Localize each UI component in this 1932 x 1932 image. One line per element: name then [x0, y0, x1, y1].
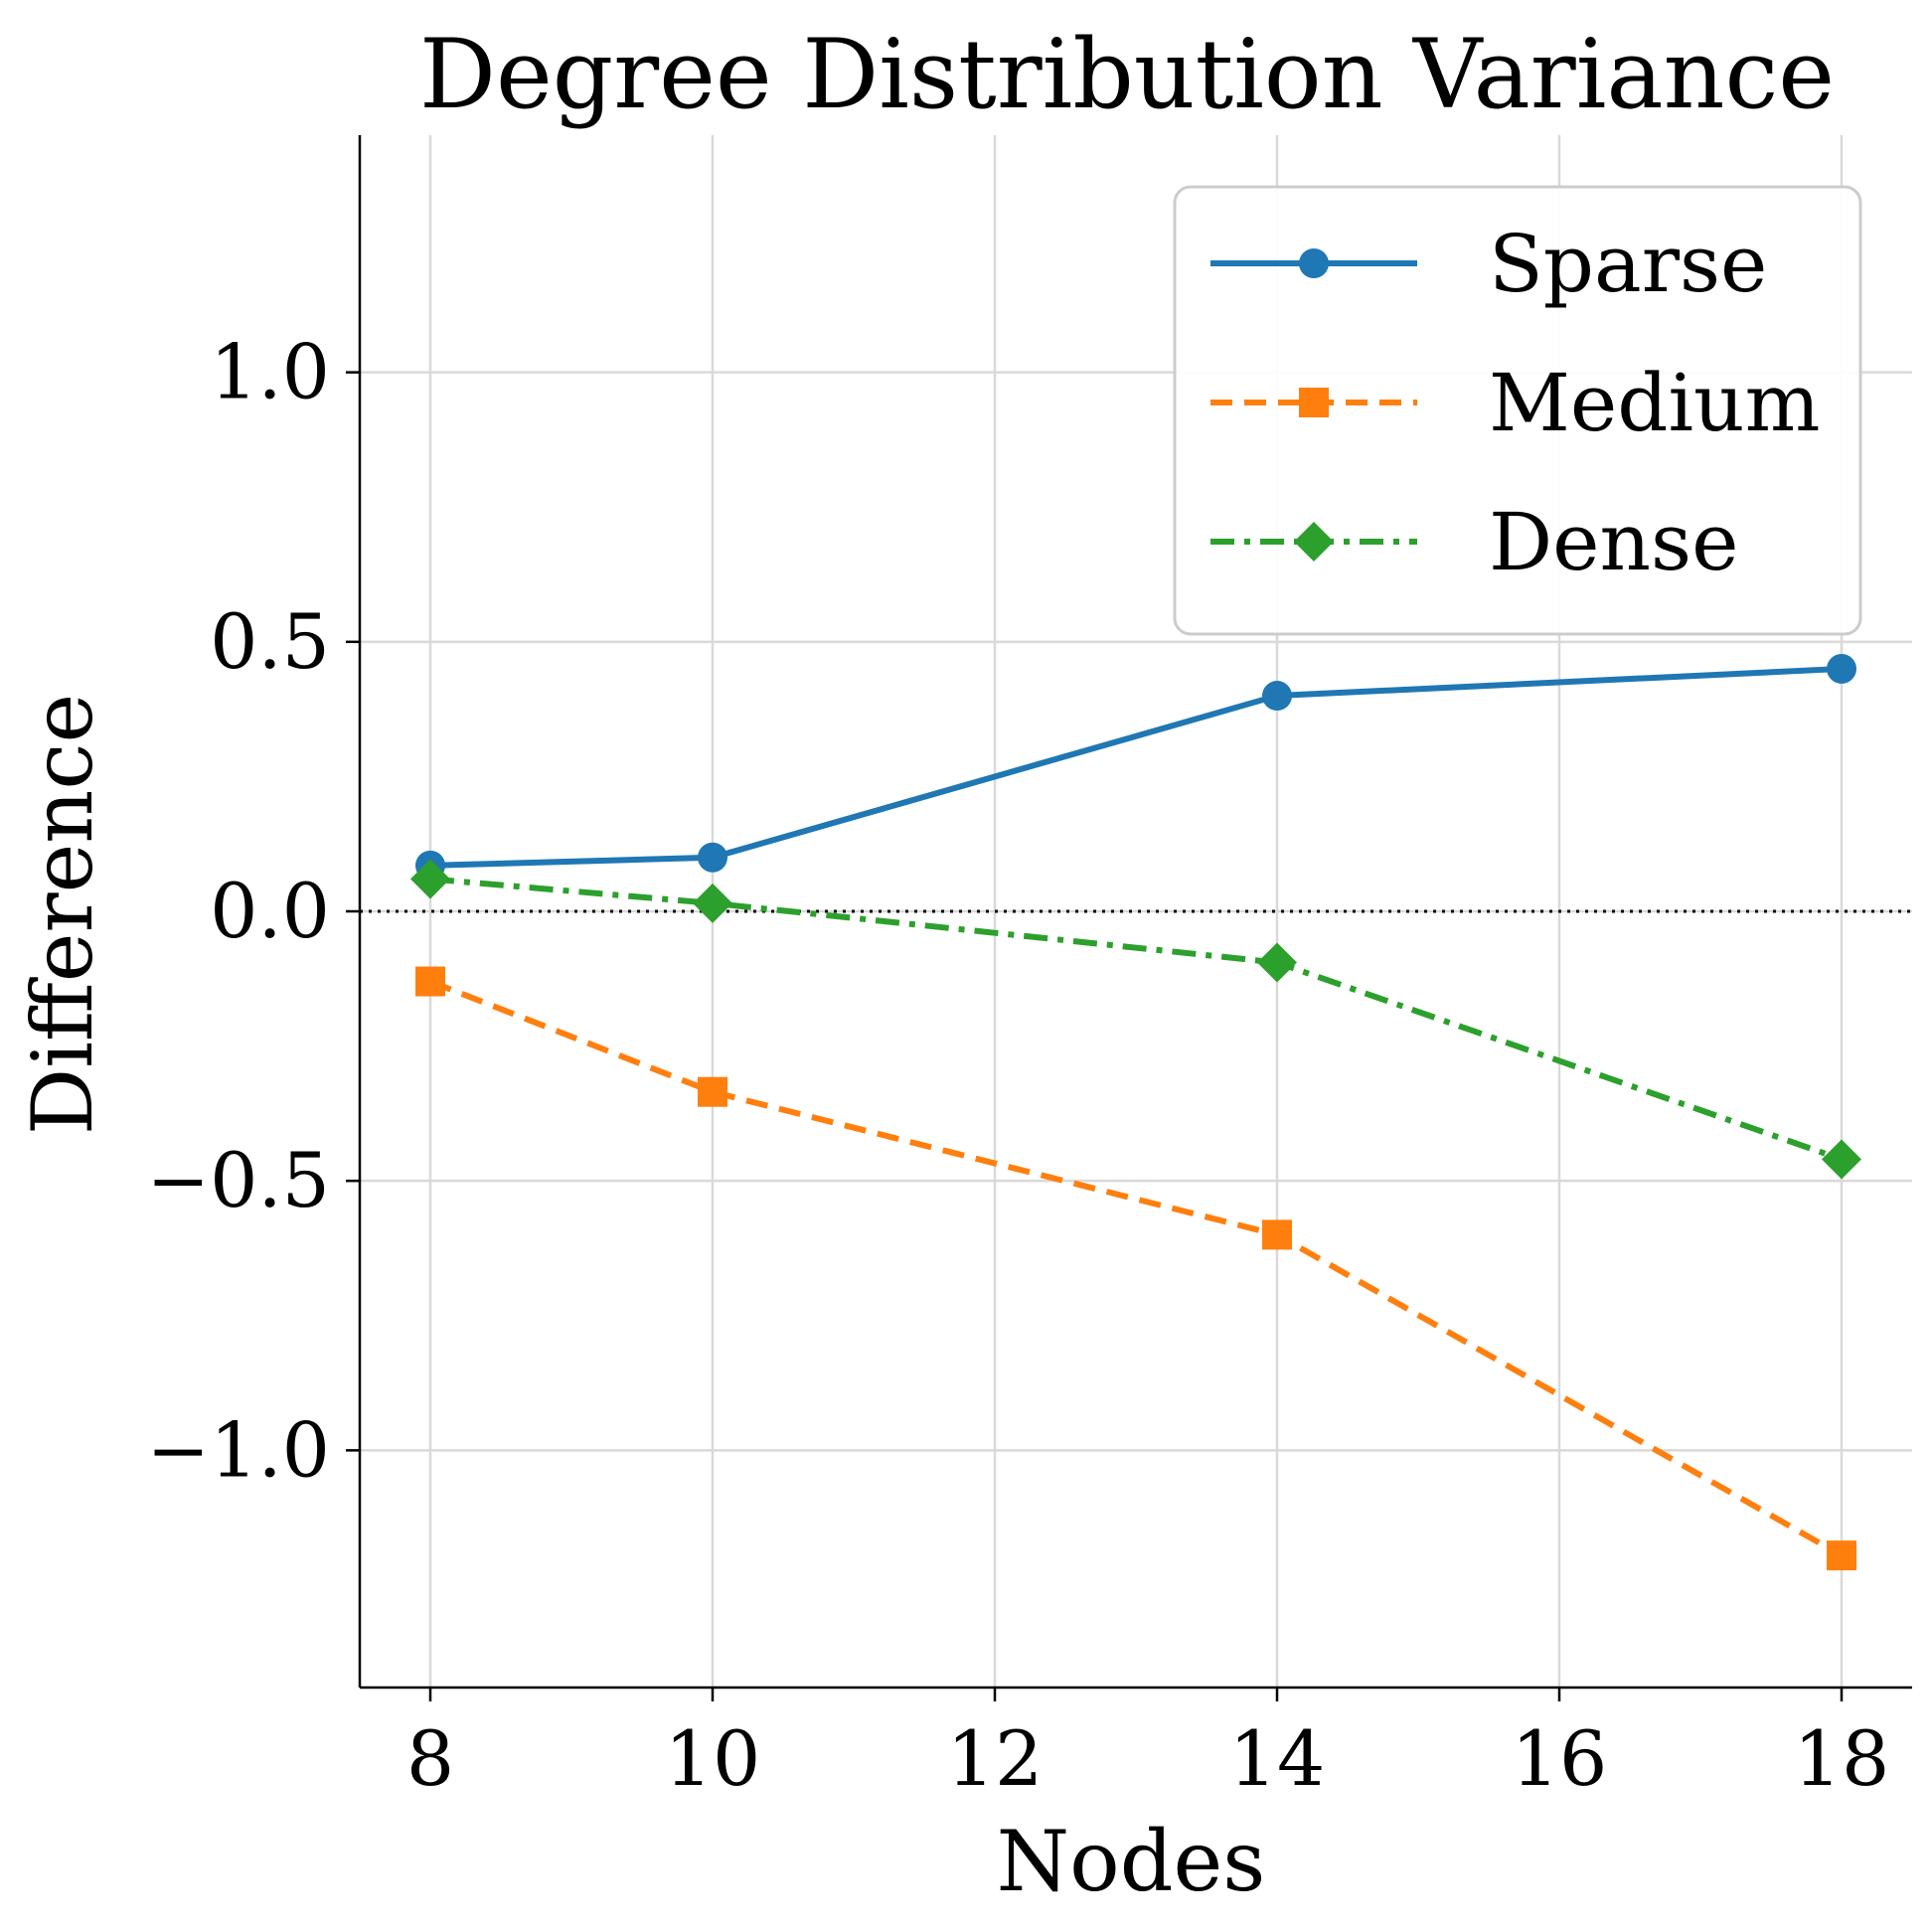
- series-line-medium: [428, 978, 1844, 1558]
- legend-box: [1173, 185, 1862, 636]
- legend-label-sparse: Sparse: [1489, 218, 1767, 310]
- point-dense-1: [693, 883, 732, 923]
- legend-marker-sparse: [1299, 248, 1329, 278]
- legend-label-dense: Dense: [1489, 496, 1738, 588]
- point-sparse-3: [1827, 653, 1856, 684]
- series-line-dense: [429, 876, 1843, 1163]
- y-tick-label-3: 0.5: [210, 597, 330, 686]
- series-layer: [410, 653, 1861, 1571]
- x-tick-label-2: 12: [947, 1714, 1044, 1803]
- x-tick-label-5: 18: [1794, 1714, 1890, 1803]
- y-axis-label: Difference: [14, 694, 111, 1135]
- x-ticks: 8 10 12 14 16 18: [406, 1688, 1890, 1803]
- legend-marker-dense: [1294, 522, 1334, 562]
- point-sparse-1: [698, 842, 727, 873]
- x-tick-label-0: 8: [406, 1714, 454, 1803]
- legend: Sparse Medium Dense: [1173, 185, 1862, 636]
- point-medium-0: [415, 966, 445, 997]
- point-medium-2: [1262, 1219, 1292, 1250]
- y-tick-label-4: 1.0: [210, 328, 330, 416]
- x-tick-label-4: 16: [1512, 1714, 1608, 1803]
- series-dense: [410, 859, 1861, 1180]
- point-medium-1: [698, 1076, 727, 1107]
- point-medium-3: [1827, 1540, 1856, 1571]
- x-tick-label-1: 10: [665, 1714, 761, 1803]
- point-dense-0: [410, 859, 450, 899]
- legend-label-medium: Medium: [1489, 357, 1820, 449]
- series-medium: [415, 966, 1856, 1571]
- y-ticks: −1.0 −0.5 0.0 0.5 1.0: [146, 328, 360, 1494]
- series-line-sparse: [429, 665, 1843, 869]
- x-axis-label: Nodes: [997, 1813, 1266, 1910]
- y-tick-label-2: 0.0: [210, 867, 330, 955]
- y-tick-label-0: −1.0: [146, 1405, 330, 1494]
- point-sparse-2: [1262, 681, 1292, 712]
- chart-title: Degree Distribution Variance: [419, 19, 1835, 130]
- point-dense-2: [1257, 942, 1297, 983]
- y-tick-label-1: −0.5: [146, 1136, 330, 1224]
- point-dense-3: [1822, 1139, 1861, 1180]
- legend-marker-medium: [1299, 388, 1329, 417]
- x-tick-label-3: 14: [1229, 1714, 1326, 1803]
